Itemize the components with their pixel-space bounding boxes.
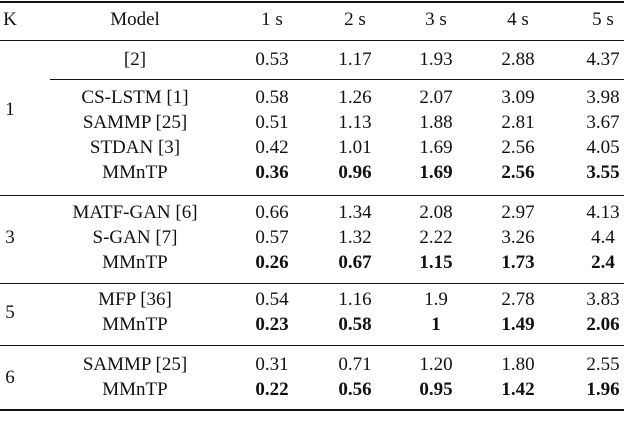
rule: [0, 1, 624, 3]
table-cell: 0.23: [255, 314, 289, 335]
table-cell: 2.4: [591, 252, 615, 273]
rule: [0, 40, 624, 41]
table-cell: 0.51: [255, 112, 289, 133]
table-cell: MATF-GAN [6]: [72, 202, 198, 223]
table-cell: 2.97: [501, 202, 535, 223]
table-cell: 0.31: [255, 354, 289, 375]
table-cell: 0.26: [255, 252, 289, 273]
table-cell: 0.66: [255, 202, 289, 223]
table-cell: 1.93: [419, 49, 453, 70]
table-cell: 1.26: [338, 87, 372, 108]
table-cell: 3.67: [586, 112, 620, 133]
table-cell: 1.13: [338, 112, 372, 133]
table-cell: 2.56: [501, 162, 535, 183]
table-cell: CS-LSTM [1]: [81, 87, 189, 108]
table-cell: 0.36: [255, 162, 289, 183]
table-cell: MFP [36]: [98, 289, 172, 310]
table-cell: [2]: [123, 49, 147, 70]
table-cell: 4.05: [586, 137, 620, 158]
table-cell: 3.98: [586, 87, 620, 108]
table-cell: 1.69: [419, 162, 453, 183]
table-cell: 5: [5, 302, 15, 323]
rule: [0, 283, 624, 284]
table-cell: 4.13: [586, 202, 620, 223]
table-cell: 1.16: [338, 289, 372, 310]
table-cell: MMnTP: [102, 162, 168, 183]
table-cell: MMnTP: [102, 314, 168, 335]
table-cell: S-GAN [7]: [92, 227, 178, 248]
table-cell: 2.56: [501, 137, 535, 158]
table-cell: 0.96: [338, 162, 372, 183]
rule: [0, 409, 624, 411]
table-cell: 2.81: [501, 112, 535, 133]
table-cell: 1.32: [338, 227, 372, 248]
rule: [50, 79, 624, 80]
table-cell: 1.69: [419, 137, 453, 158]
table-cell: 2.78: [501, 289, 535, 310]
table-cell: 0.71: [338, 354, 372, 375]
table-cell: 1.34: [338, 202, 372, 223]
table-cell: 1.15: [419, 252, 453, 273]
table-cell: 2.88: [501, 49, 535, 70]
table-cell: 4.37: [586, 49, 620, 70]
table-cell: 0.57: [255, 227, 289, 248]
rule: [0, 195, 624, 196]
table-cell: 1.73: [501, 252, 535, 273]
table-cell: 0.56: [338, 379, 372, 400]
table-cell: 1.20: [419, 354, 453, 375]
table-cell: 0.53: [255, 49, 289, 70]
table-cell: 6: [5, 367, 15, 388]
table-cell: 4.4: [591, 227, 615, 248]
table-cell: 1.49: [501, 314, 535, 335]
table-cell: 2 s: [344, 9, 366, 30]
table-cell: 1.9: [424, 289, 448, 310]
table-cell: 2.22: [419, 227, 453, 248]
table-cell: 3: [5, 227, 15, 248]
table-cell: 3.09: [501, 87, 535, 108]
table-cell: 1.96: [586, 379, 620, 400]
table-cell: 2.07: [419, 87, 453, 108]
table-cell: MMnTP: [102, 379, 168, 400]
table-cell: K: [3, 9, 17, 30]
table-cell: 3.55: [586, 162, 620, 183]
table-cell: 1: [431, 314, 441, 335]
table-cell: 5 s: [592, 9, 614, 30]
rule: [0, 345, 624, 346]
table-cell: 3.83: [586, 289, 620, 310]
table-cell: 3 s: [425, 9, 447, 30]
table-cell: 1.80: [501, 354, 535, 375]
table-cell: 1.42: [501, 379, 535, 400]
table-cell: 2.55: [586, 354, 620, 375]
table-cell: 2.06: [586, 314, 620, 335]
table-cell: 0.58: [255, 87, 289, 108]
table-cell: SAMMP [25]: [82, 112, 188, 133]
table-cell: SAMMP [25]: [82, 354, 188, 375]
table-cell: 1.01: [338, 137, 372, 158]
table-cell: 1.17: [338, 49, 372, 70]
table-cell: 0.95: [419, 379, 453, 400]
table-cell: 1.88: [419, 112, 453, 133]
table-cell: STDAN [3]: [89, 137, 181, 158]
table-cell: 0.42: [255, 137, 289, 158]
table-cell: 2.08: [419, 202, 453, 223]
table-cell: 3.26: [501, 227, 535, 248]
table-cell: 1 s: [261, 9, 283, 30]
table-cell: 1: [5, 99, 15, 120]
table-cell: Model: [110, 9, 160, 30]
table-cell: 0.22: [255, 379, 289, 400]
table-cell: 0.58: [338, 314, 372, 335]
table-cell: MMnTP: [102, 252, 168, 273]
table-cell: 0.67: [338, 252, 372, 273]
table-cell: 0.54: [255, 289, 289, 310]
table-cell: 4 s: [507, 9, 529, 30]
